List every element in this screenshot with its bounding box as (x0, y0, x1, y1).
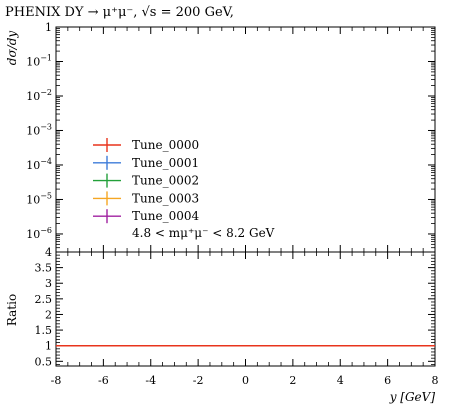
top-y-tick-label: 10−2 (26, 88, 52, 103)
legend-label: Tune_0003 (132, 191, 199, 205)
legend-item-tune-0002: Tune_0002 (93, 173, 199, 188)
top-panel-frame (55, 26, 436, 253)
top-y-tick-label: 10−3 (26, 122, 52, 137)
x-tick-label: -6 (98, 374, 109, 387)
top-y-tick-label: 1 (45, 21, 52, 34)
ratio-y-tick-label: 3 (45, 277, 52, 290)
ratio-y-tick-label: 1 (45, 340, 52, 353)
x-tick-label: -4 (145, 374, 156, 387)
y-axis-label-ratio: Ratio (5, 294, 19, 326)
legend-label: Tune_0001 (132, 156, 199, 170)
legend-item-tune-0003: Tune_0003 (93, 191, 199, 206)
top-y-tick-label: 10−5 (26, 191, 52, 206)
legend-label: Tune_0000 (132, 138, 199, 152)
ratio-y-tick-label: 0.5 (35, 355, 53, 368)
x-axis-label: y [GeV] (389, 390, 436, 404)
top-y-tick-label: 10−6 (26, 226, 52, 241)
legend-label: Tune_0004 (132, 209, 199, 223)
x-tick-labels: -8 -6 -4 -2 0 2 4 6 8 (51, 374, 439, 387)
ratio-panel: 0.5 1 1.5 2 2.5 3 3.5 4 Ratio -8 -6 -4 -2 0 2 4 6 8 y [… (5, 246, 439, 404)
legend-label: Tune_0002 (132, 174, 199, 188)
top-y-ticks: 1 10−1 10−2 10−3 10−4 10−5 10−6 (26, 21, 435, 249)
ratio-y-tick-label: 3.5 (35, 262, 53, 275)
x-tick-label: -2 (193, 374, 204, 387)
ratio-y-tick-label: 2.5 (35, 293, 53, 306)
y-axis-label-top: dσ/dy (5, 31, 19, 66)
x-tick-label: 4 (337, 374, 344, 387)
legend-item-tune-0004: Tune_0004 (93, 209, 199, 224)
top-x-ticks (55, 27, 436, 252)
x-tick-label: -8 (51, 374, 62, 387)
ratio-y-ticks: 0.5 1 1.5 2 2.5 3 3.5 4 (35, 246, 435, 368)
x-tick-label: 2 (289, 374, 296, 387)
ratio-panel-frame (55, 251, 436, 367)
mass-range-annotation: 4.8 < mμ⁺μ⁻ < 8.2 GeV (132, 226, 275, 240)
legend-item-tune-0001: Tune_0001 (93, 155, 199, 170)
top-y-tick-label: 10−1 (26, 53, 52, 68)
x-tick-label: 6 (384, 374, 391, 387)
ratio-y-tick-label: 2 (45, 308, 52, 321)
x-tick-label: 8 (432, 374, 439, 387)
ratio-y-tick-label: 4 (45, 246, 52, 259)
legend-item-tune-0000: Tune_0000 (93, 138, 199, 152)
chart-title: PHENIX DY → μ⁺μ⁻, √s = 200 GeV, (5, 5, 234, 20)
top-panel: 110−110−210−310−410−510−6 Tune_0000Tune_… (5, 21, 436, 253)
x-tick-label: 0 (242, 374, 249, 387)
top-y-tick-label: 10−4 (26, 157, 52, 172)
ratio-y-tick-label: 1.5 (35, 324, 53, 337)
ratio-x-ticks (55, 252, 436, 366)
legend: Tune_0000 Tune_0001 Tune_0002 Tune_0003 Tune… (93, 138, 199, 224)
